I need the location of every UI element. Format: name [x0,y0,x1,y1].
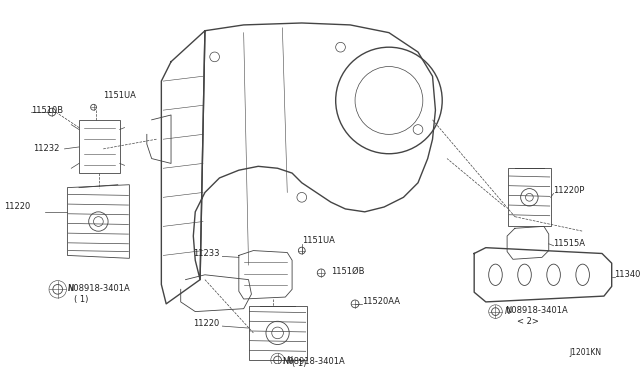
Text: 11515A: 11515A [554,239,586,248]
Text: 11220P: 11220P [554,186,585,195]
Text: < 2>: < 2> [516,317,539,326]
Text: 11510B: 11510B [31,106,63,115]
Text: N08918-3401A: N08918-3401A [282,357,345,366]
Text: 11233: 11233 [193,249,220,258]
Text: N: N [67,284,73,293]
Text: 1151ØB: 1151ØB [331,266,364,275]
Text: N08918-3401A: N08918-3401A [67,284,130,293]
Text: 11520AA: 11520AA [362,297,400,307]
Text: J1201KN: J1201KN [570,348,602,357]
Text: 11220: 11220 [4,202,31,212]
Text: ( 1): ( 1) [292,359,307,368]
Text: 1151UA: 1151UA [302,236,335,246]
Text: 11232: 11232 [33,144,60,153]
Text: N08918-3401A: N08918-3401A [505,306,568,315]
Text: 1151UA: 1151UA [103,91,136,100]
Text: N: N [505,307,511,316]
Text: N: N [287,356,293,365]
Text: 11220: 11220 [193,319,220,328]
Text: ( 1): ( 1) [74,295,88,304]
Text: 11340: 11340 [614,270,640,279]
